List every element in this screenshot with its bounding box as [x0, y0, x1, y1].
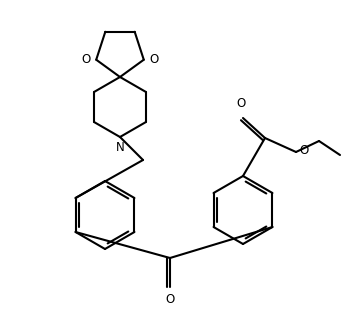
Text: O: O	[81, 53, 90, 66]
Text: N: N	[116, 141, 124, 154]
Text: O: O	[236, 97, 246, 110]
Text: O: O	[299, 144, 308, 158]
Text: O: O	[165, 293, 175, 306]
Text: O: O	[150, 53, 159, 66]
